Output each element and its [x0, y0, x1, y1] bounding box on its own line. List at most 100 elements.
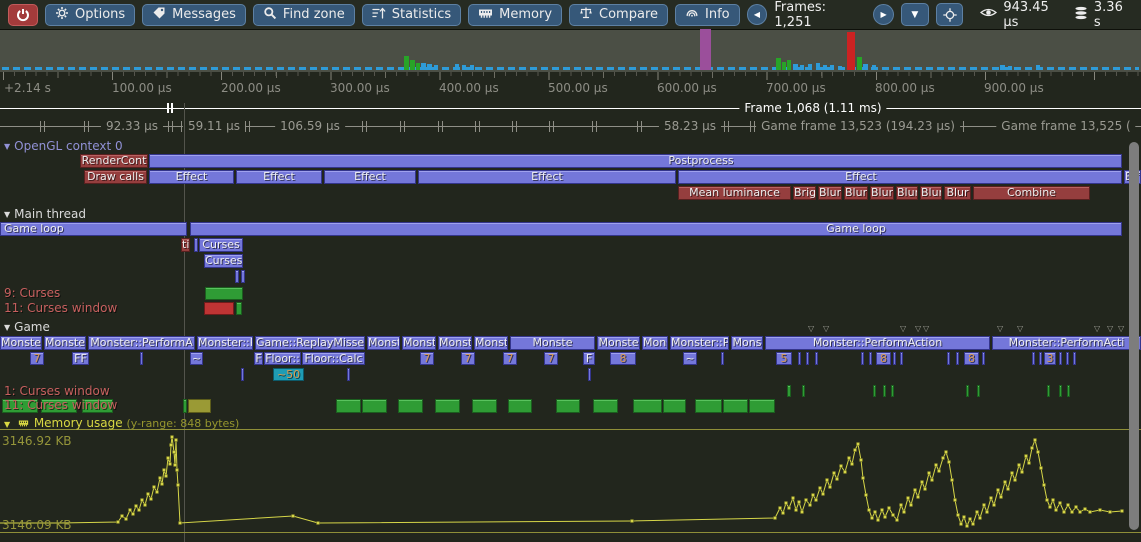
subframe-label[interactable]: 59.11 µs [182, 119, 246, 133]
lock-bar[interactable] [873, 385, 876, 397]
lock-bar[interactable] [435, 399, 460, 413]
zone[interactable] [241, 368, 244, 381]
lock-bar[interactable] [1067, 385, 1070, 397]
zone[interactable]: 8 [964, 352, 979, 365]
subframe-label[interactable]: 106.59 µs [275, 119, 345, 133]
prev-frame-button[interactable]: ◀ [746, 4, 768, 25]
frame-bar[interactable] [847, 32, 855, 70]
lock-bar[interactable] [802, 385, 805, 397]
subframe-label[interactable]: 92.33 µs [100, 119, 164, 133]
zoom-out-button[interactable]: ▼ [901, 3, 929, 26]
lock-bar[interactable] [633, 399, 662, 413]
zone[interactable]: Curses [199, 238, 243, 252]
frame-bar[interactable] [800, 65, 804, 70]
zone[interactable]: Floor:: [264, 352, 301, 365]
frame-label[interactable]: Frame 1,068 (1.11 ms) [739, 101, 887, 115]
zone[interactable]: Mons [642, 336, 668, 350]
zone[interactable]: Combine [973, 186, 1090, 200]
frame-bar[interactable] [830, 65, 834, 70]
zone[interactable]: Blur [944, 186, 971, 200]
frame-bar[interactable] [427, 64, 432, 70]
zone[interactable]: 8 [876, 352, 891, 365]
lock-bar[interactable] [336, 399, 361, 413]
zone[interactable]: Monster::PerformAction [765, 336, 990, 350]
zone[interactable]: Monste [0, 336, 42, 350]
frame-bar[interactable] [808, 64, 812, 70]
zone[interactable]: RenderCont [80, 154, 148, 168]
statistics-button[interactable]: Statistics [361, 3, 462, 26]
zone[interactable]: Monster::PerformA [88, 336, 195, 350]
power-button[interactable] [8, 3, 38, 26]
zone[interactable]: Monst [438, 336, 472, 350]
zone[interactable] [798, 352, 801, 365]
frame-bar[interactable] [421, 63, 426, 70]
zone[interactable]: ti [181, 238, 190, 252]
zone[interactable] [947, 352, 950, 365]
zone[interactable] [194, 238, 198, 252]
zone[interactable]: Effect [149, 170, 234, 184]
lock-bar[interactable] [1047, 385, 1050, 397]
lock-bar[interactable] [82, 399, 113, 413]
frame-bar[interactable] [404, 56, 409, 70]
zone[interactable]: 7 [30, 352, 44, 365]
lock-bar[interactable] [883, 385, 886, 397]
zone[interactable]: Mean luminance [678, 186, 791, 200]
next-frame-button[interactable]: ▶ [873, 4, 894, 25]
zone[interactable]: Mons [731, 336, 763, 350]
zone[interactable] [235, 270, 239, 283]
zone[interactable]: Effect [324, 170, 416, 184]
zone[interactable]: Monster::PerformActi [992, 336, 1141, 350]
zone[interactable]: Postprocess [149, 154, 1122, 168]
zone[interactable] [588, 368, 591, 381]
zone[interactable]: Blur [844, 186, 868, 200]
frame-bar[interactable] [410, 60, 415, 70]
zone[interactable]: Blur [920, 186, 942, 200]
zone[interactable]: Monste [44, 336, 86, 350]
find-zone-button[interactable]: Find zone [252, 3, 355, 26]
lock-bar[interactable] [41, 399, 77, 413]
lock-bar[interactable] [556, 399, 580, 413]
zone[interactable]: 7 [461, 352, 475, 365]
frame-bar[interactable] [700, 29, 711, 70]
lock-bar[interactable] [362, 399, 387, 413]
info-button[interactable]: Info [675, 3, 740, 26]
frame-bar[interactable] [434, 65, 438, 70]
frame-bar[interactable] [863, 64, 868, 70]
lock-bar[interactable] [977, 385, 980, 397]
zone[interactable] [347, 368, 350, 381]
frame-bar[interactable] [462, 65, 466, 70]
frame-bar[interactable] [857, 57, 862, 70]
zone[interactable]: Monst [367, 336, 400, 350]
lock-bar[interactable] [663, 399, 686, 413]
zone[interactable]: 3 [1044, 352, 1056, 365]
frame-bar[interactable] [1000, 65, 1005, 70]
lock-bar[interactable] [398, 399, 423, 413]
zone[interactable] [956, 352, 959, 365]
zone[interactable]: Monste [510, 336, 595, 350]
goto-frame-button[interactable] [935, 3, 964, 26]
vertical-scrollbar[interactable] [1129, 142, 1139, 530]
zone[interactable] [241, 270, 245, 283]
zone[interactable]: Monster::Pe [197, 336, 253, 350]
frame-bar[interactable] [1036, 65, 1040, 70]
lock-bar[interactable] [204, 302, 234, 315]
zone[interactable] [1066, 352, 1069, 365]
frame-bar[interactable] [1008, 66, 1012, 70]
lock-bar[interactable] [183, 399, 187, 413]
lock-bar[interactable] [508, 399, 532, 413]
zone[interactable]: Floor::Calc [302, 352, 365, 365]
frame-bar[interactable] [872, 65, 876, 70]
frame-overview-strip[interactable] [0, 29, 1141, 72]
lock-bar[interactable] [593, 399, 618, 413]
zone[interactable]: Monster::Pe [670, 336, 729, 350]
zone[interactable]: Effect [678, 170, 1122, 184]
zone[interactable]: Effect [418, 170, 676, 184]
subframe-label[interactable]: Game frame 13,523 (194.23 µs) [756, 119, 960, 133]
lock-bar[interactable] [205, 287, 243, 300]
zone[interactable]: Monst [474, 336, 508, 350]
lock-bar[interactable] [2, 399, 38, 413]
zone[interactable]: ~ [683, 352, 697, 365]
zone[interactable]: Monst [402, 336, 436, 350]
zone[interactable]: F [254, 352, 263, 365]
game-section-header[interactable]: ▼ Game [4, 320, 50, 334]
